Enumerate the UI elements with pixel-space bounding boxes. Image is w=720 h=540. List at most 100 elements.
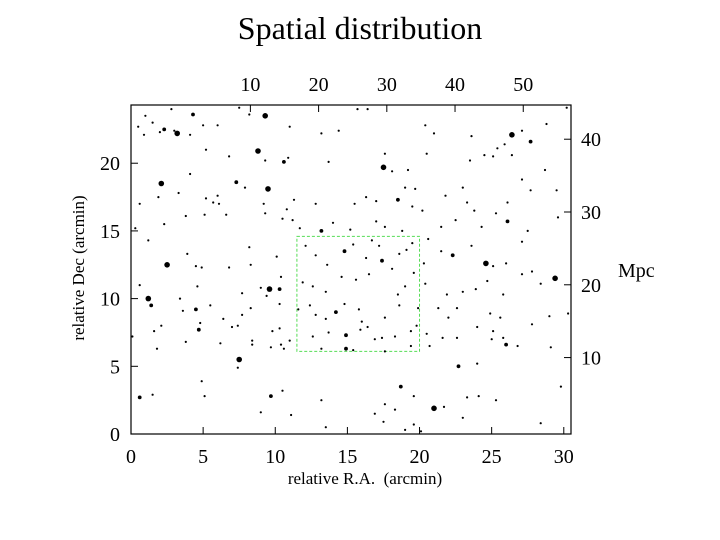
data-point [356,108,359,111]
data-point [437,307,440,310]
data-point [565,106,568,109]
data-point [520,273,524,276]
data-point [494,212,498,215]
data-point [366,108,369,111]
data-point [502,293,505,296]
data-point [476,325,479,329]
data-point [279,275,283,278]
x-tick-label: 30 [554,446,574,468]
data-point [473,209,476,212]
data-point [202,124,205,127]
data-point [417,307,420,310]
data-point [203,395,206,398]
data-point [476,362,479,365]
data-point [428,344,431,348]
data-point [454,219,457,222]
data-point [401,229,404,232]
data-point [158,180,165,187]
data-point [251,343,254,346]
data-point [326,263,329,266]
data-point [559,385,563,388]
data-point [236,356,242,363]
data-point [334,310,338,314]
data-point [131,335,134,338]
chart-title: Spatial distribution [237,10,483,46]
data-point [526,229,529,232]
data-point [509,132,515,138]
data-point [549,346,552,349]
data-point [366,325,369,329]
data-point [461,290,464,293]
data-point [269,394,273,398]
highlight-layer [296,235,421,352]
data-point [393,335,397,338]
data-point [288,339,291,342]
x-tick-label: 0 [126,446,136,468]
data-point [432,132,436,135]
data-point [163,223,166,226]
data-point [255,148,261,154]
y-tick-label: 20 [100,153,120,175]
y2-tick-label: 30 [581,202,601,224]
data-point [378,244,381,247]
x2-tick-label: 40 [445,74,465,96]
data-point [516,344,519,348]
data-point [391,170,394,173]
data-point [160,324,163,327]
data-point [285,208,288,211]
data-point [234,180,239,185]
data-point [375,200,378,203]
data-point [194,265,197,268]
data-point [262,113,269,119]
data-point [222,317,225,320]
data-point [262,202,265,205]
data-point [421,209,424,212]
data-point [483,154,486,157]
data-point [178,297,182,300]
data-point [196,327,201,332]
data-point [470,244,473,247]
y-tick-label: 15 [100,221,120,243]
data-point [204,197,208,200]
x2-tick-label: 10 [240,74,260,96]
data-point [412,271,415,274]
data-point [419,430,423,433]
data-point [251,339,254,342]
data-point [486,279,489,283]
data-point [409,344,412,348]
data-point [510,154,513,157]
data-point [337,129,340,132]
data-point [506,201,509,204]
data-point [149,303,154,308]
data-point [552,275,558,282]
data-point [311,335,314,338]
data-point [153,330,156,333]
data-point [414,187,417,190]
data-point [278,327,281,330]
data-point [216,194,219,197]
y2-tick-label: 40 [581,129,601,151]
data-point [186,252,189,255]
data-point [265,186,271,192]
data-point [442,405,446,408]
data-point [383,316,386,319]
x2-tick-label: 50 [513,74,533,96]
data-point [445,293,448,296]
data-point [297,308,300,311]
data-point [271,330,274,333]
x2-tick-label: 20 [309,74,329,96]
data-point [365,196,368,199]
data-point [504,342,508,347]
x-axis-label: relative R.A. (arcmin) [288,469,442,488]
data-point [327,331,330,334]
data-point [367,273,371,276]
data-point [319,229,324,233]
data-point [200,266,203,269]
data-point [238,106,241,109]
x-tick-label: 15 [337,446,357,468]
data-point [145,295,152,302]
data-point [505,262,508,265]
data-point [243,186,247,189]
data-point [236,324,239,327]
data-point [311,285,314,288]
